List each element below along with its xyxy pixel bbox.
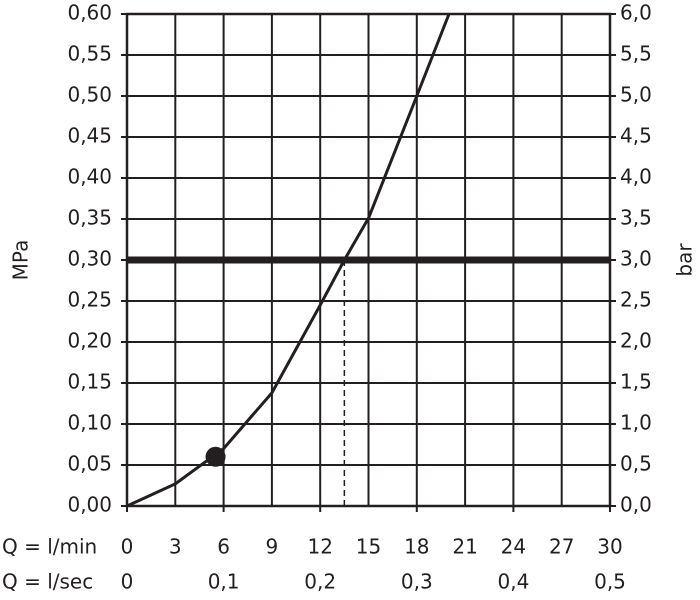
x2-tick-label: 0,3 bbox=[401, 570, 433, 594]
x-tick-label: 27 bbox=[549, 535, 574, 559]
x2-tick-label: 0,4 bbox=[497, 570, 529, 594]
y2-tick-label: 4,0 bbox=[620, 165, 652, 189]
curve bbox=[126, 13, 451, 508]
y-tick-label: 0,50 bbox=[67, 83, 112, 107]
y2-tick-label: 6,0 bbox=[620, 1, 652, 25]
y-axis-label: MPa bbox=[9, 240, 33, 281]
x-tick-label: 15 bbox=[356, 535, 381, 559]
x-tick-label: 24 bbox=[501, 535, 526, 559]
y-tick-label: 0,30 bbox=[67, 247, 112, 271]
y-tick-label: 0,40 bbox=[67, 165, 112, 189]
y2-tick-label: 3,5 bbox=[620, 206, 652, 230]
x2-tick-label: 0 bbox=[121, 570, 134, 594]
y2-tick-label: 1,5 bbox=[620, 370, 652, 394]
y2-tick-label: 5,5 bbox=[620, 42, 652, 66]
y2-tick-label: 0,0 bbox=[620, 493, 652, 517]
x-tick-label: 30 bbox=[597, 535, 622, 559]
y2-tick-label: 3,0 bbox=[620, 247, 652, 271]
x2-axis-label: Q = l/sec bbox=[2, 570, 93, 594]
y2-tick-label: 2,5 bbox=[620, 288, 652, 312]
x-tick-label: 21 bbox=[452, 535, 477, 559]
y-tick-label: 0,00 bbox=[67, 493, 112, 517]
y-tick-label: 0,10 bbox=[67, 411, 112, 435]
x-tick-label: 3 bbox=[169, 535, 182, 559]
y2-tick-label: 0,5 bbox=[620, 452, 652, 476]
operating-point bbox=[205, 446, 226, 467]
y-tick-label: 0,05 bbox=[67, 452, 112, 476]
y-tick-label: 0,35 bbox=[67, 206, 112, 230]
y-tick-label: 0,20 bbox=[67, 329, 112, 353]
x-tick-label: 18 bbox=[404, 535, 429, 559]
x2-tick-label: 0,5 bbox=[594, 570, 626, 594]
y2-tick-label: 1,0 bbox=[620, 411, 652, 435]
y-tick-label: 0,45 bbox=[67, 124, 112, 148]
y-tick-label: 0,15 bbox=[67, 370, 112, 394]
x2-tick-label: 0,2 bbox=[304, 570, 336, 594]
y2-tick-label: 4,5 bbox=[620, 124, 652, 148]
x-axis-label: Q = l/min bbox=[2, 535, 97, 559]
x-tick-label: 12 bbox=[307, 535, 332, 559]
y2-tick-label: 5,0 bbox=[620, 83, 652, 107]
y-tick-label: 0,25 bbox=[67, 288, 112, 312]
y-tick-label: 0,60 bbox=[67, 1, 112, 25]
x2-tick-label: 0,1 bbox=[208, 570, 240, 594]
y-tick-label: 0,55 bbox=[67, 42, 112, 66]
x-tick-label: 9 bbox=[266, 535, 279, 559]
y2-tick-label: 2,0 bbox=[620, 329, 652, 353]
x-tick-label: 6 bbox=[217, 535, 230, 559]
x-tick-label: 0 bbox=[121, 535, 134, 559]
y2-axis-label: bar bbox=[673, 243, 697, 277]
